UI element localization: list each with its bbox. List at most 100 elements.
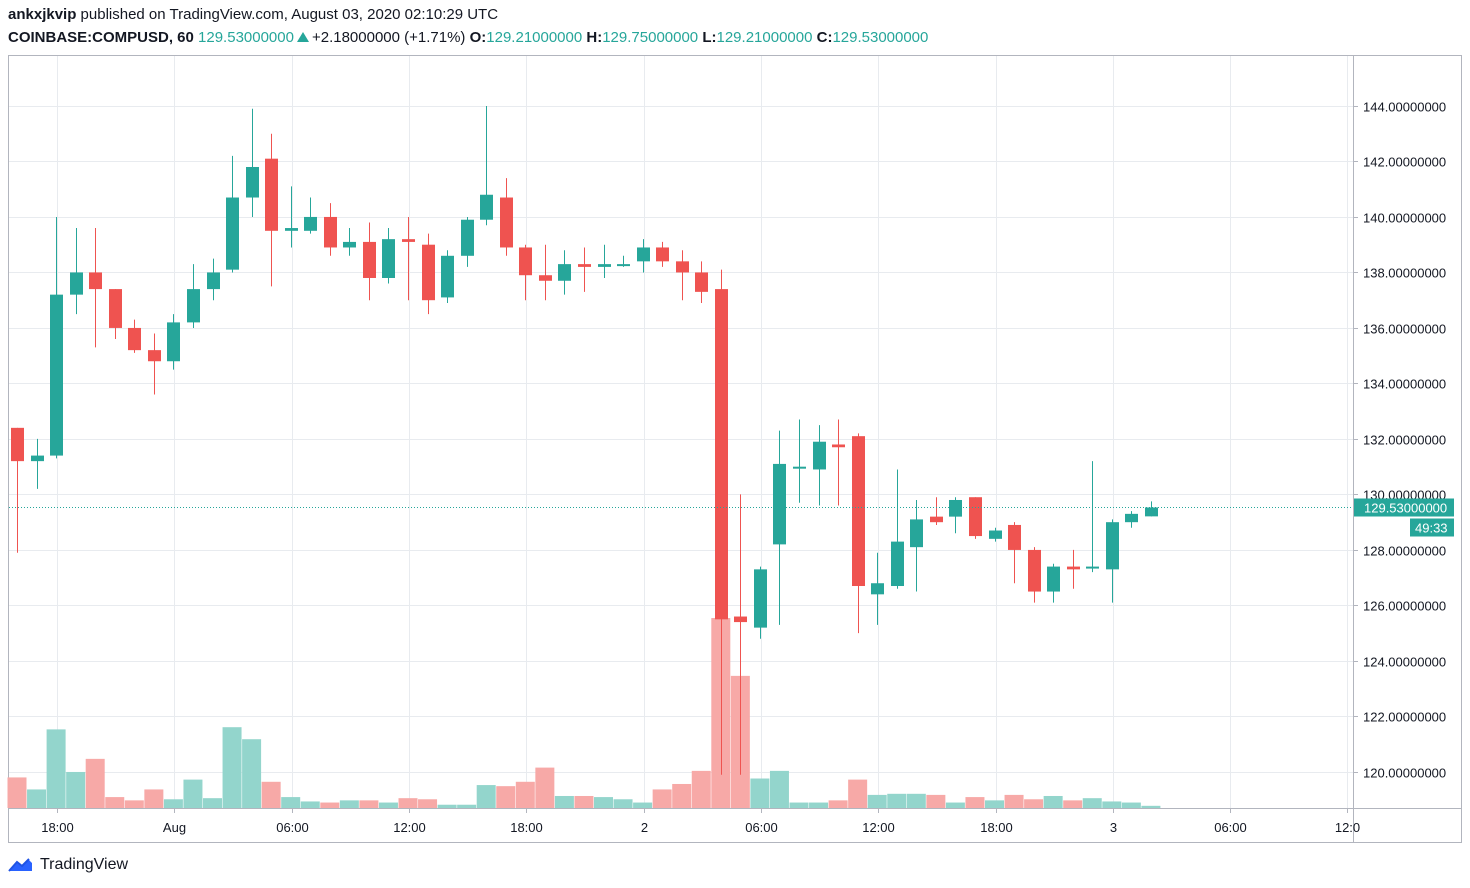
candle-body (793, 466, 806, 469)
volume-bar (124, 800, 144, 808)
candle-body (226, 197, 239, 270)
price-tick-label: 128.00000000 (1363, 544, 1446, 559)
price-tick-label: 126.00000000 (1363, 599, 1446, 614)
last-price-marker: 129.53000000 49:33 (1354, 498, 1454, 537)
candle-body (539, 275, 552, 281)
time-tick-label: 06:00 (276, 820, 309, 835)
volume-bar (46, 729, 66, 808)
candle-body (70, 272, 83, 295)
volume-bar (7, 777, 27, 808)
volume-bar (554, 795, 574, 808)
price-tick-label: 122.00000000 (1363, 710, 1446, 725)
candle-body (461, 219, 474, 256)
volume-bar (359, 800, 379, 808)
volume-bar (750, 778, 770, 808)
time-tick-label: 18:00 (980, 820, 1013, 835)
candle-body (1086, 566, 1099, 569)
volume-bar (828, 800, 848, 808)
volume-bar (398, 798, 418, 808)
candle-body (969, 497, 982, 537)
candle-body (891, 541, 904, 587)
candle-body (1008, 524, 1021, 550)
candle-body (949, 499, 962, 517)
last-price-box (1354, 498, 1454, 517)
candle-body (31, 455, 44, 462)
candle-body (715, 289, 728, 620)
candle-body (402, 239, 415, 242)
high-label: H: (586, 29, 603, 46)
candle-body (773, 463, 786, 545)
volume-bar (1063, 800, 1083, 808)
time-axis[interactable]: 18:00 Aug 06:00 12:00 18:00 2 06:00 12:00 18:00 3… (41, 808, 1360, 835)
price-tick-label: 144.00000000 (1363, 100, 1446, 115)
volume-bar (320, 802, 340, 808)
time-tick-label: 06:00 (745, 820, 778, 835)
candle-body (1047, 566, 1060, 592)
candle-body (11, 427, 24, 462)
volume-bar (965, 797, 985, 808)
volume-bar (242, 739, 262, 808)
candle-body (1106, 522, 1119, 570)
volume-bar (1043, 795, 1063, 808)
volume-bar (183, 779, 203, 808)
price-axis[interactable]: 120.00000000 122.00000000 124.00000000 126.… (1353, 100, 1446, 781)
candle-body (304, 216, 317, 231)
volume-bar (281, 797, 301, 808)
volume-bar (1141, 805, 1161, 808)
open-label: O: (469, 29, 487, 46)
change-value: +2.18000000 (+1.71%) (311, 29, 466, 46)
symbol-label: COINBASE:COMPUSD, 60 (8, 29, 194, 46)
candle-body (285, 228, 298, 231)
candle-body (852, 436, 865, 587)
candle-body (500, 197, 513, 248)
volume-bar (594, 797, 613, 808)
volume-bar (867, 794, 887, 808)
close-label: C: (816, 29, 833, 46)
candle-body (324, 216, 337, 248)
price-tick-label: 142.00000000 (1363, 155, 1446, 170)
candle-body (148, 350, 161, 362)
price-tick-label: 132.00000000 (1363, 433, 1446, 448)
candle-body (734, 616, 747, 623)
price-tick-label: 138.00000000 (1363, 266, 1446, 281)
volume-bar (672, 783, 692, 808)
candle-body (128, 327, 141, 351)
price-tick-label: 124.00000000 (1363, 655, 1446, 670)
volume-bar (27, 789, 47, 808)
author-name[interactable]: ankxjkvip (8, 6, 77, 23)
volume-bar (633, 802, 653, 808)
volume-bar (809, 802, 829, 808)
candle-body (343, 241, 356, 248)
price-tick-label: 136.00000000 (1363, 322, 1446, 337)
candle-body (1145, 507, 1158, 517)
volume-bar (1082, 798, 1102, 808)
candle-body (89, 272, 102, 290)
volume-bars (7, 618, 1161, 808)
volume-bar (535, 767, 555, 808)
price-tick-label: 120.00000000 (1363, 766, 1446, 781)
volume-bar (339, 800, 359, 808)
countdown-box (1410, 518, 1454, 537)
volume-bar (1121, 802, 1141, 808)
tradingview-logo[interactable]: TradingView (8, 852, 128, 878)
time-tick-label: 3 (1110, 820, 1117, 835)
candle-body (617, 264, 630, 267)
candle-body (480, 194, 493, 220)
volume-bar (652, 789, 672, 808)
volume-bar (985, 800, 1004, 808)
volume-bar (203, 798, 222, 808)
low-label: L: (702, 29, 717, 46)
last-price-axis-label: 129.53000000 (1364, 501, 1447, 516)
candle-body (813, 441, 826, 470)
open-value: 129.21000000 (486, 29, 583, 46)
candle-body (422, 244, 435, 301)
candle-body (871, 583, 884, 595)
volume-bar (261, 781, 281, 808)
volume-bar (437, 804, 457, 808)
time-tick-label: 18:00 (510, 820, 543, 835)
candle-body (109, 289, 122, 328)
volume-bar (887, 793, 907, 808)
countdown-label: 49:33 (1415, 521, 1448, 536)
volume-bar (496, 786, 516, 808)
